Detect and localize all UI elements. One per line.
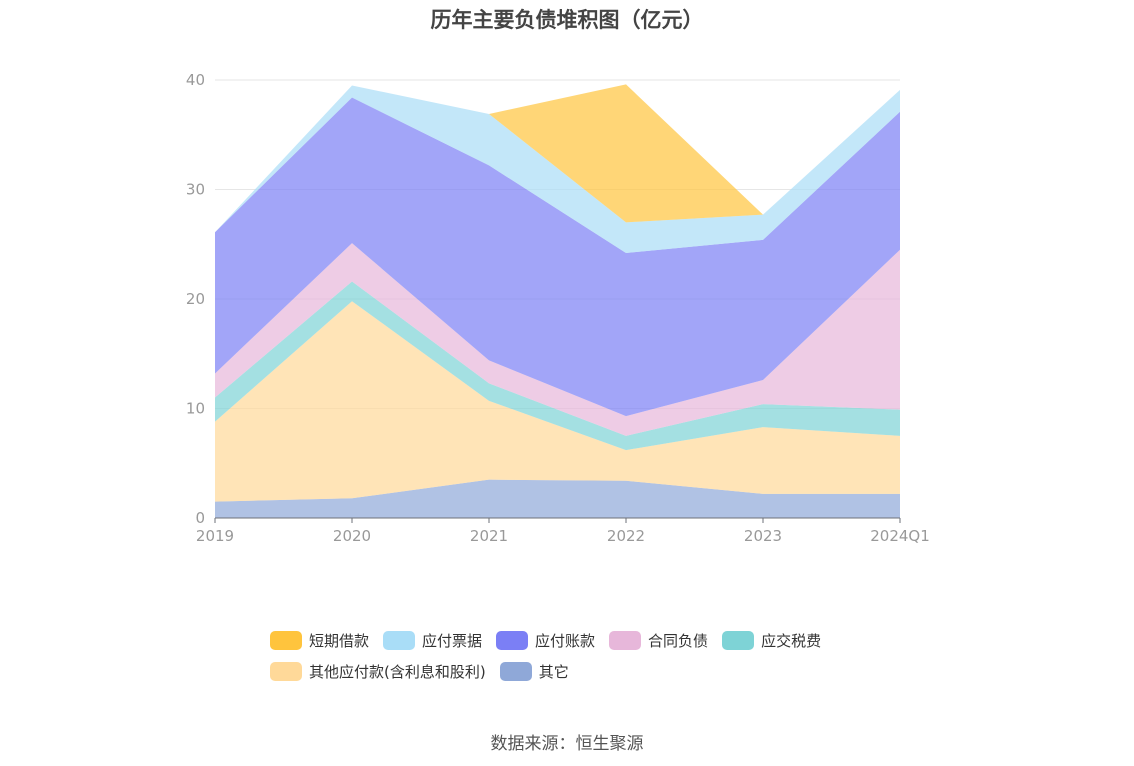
area-series-应付票据 bbox=[215, 85, 900, 254]
legend-label: 其他应付款(含利息和股利) bbox=[309, 663, 486, 681]
legend-swatch bbox=[496, 631, 529, 650]
chart-plot: 0 10 20 30 40 2019 2020 2021 2022 2023 2024Q1 bbox=[186, 71, 930, 545]
legend-item[interactable]: 应交税费 bbox=[722, 630, 821, 651]
legend-swatch bbox=[383, 631, 416, 650]
legend-swatch bbox=[270, 662, 302, 681]
legend-item[interactable]: 应付票据 bbox=[383, 630, 482, 651]
x-tick-label: 2021 bbox=[470, 527, 508, 545]
y-tick-label: 20 bbox=[186, 290, 205, 308]
area-series-应交税费 bbox=[215, 281, 900, 451]
area-series-应付账款 bbox=[215, 97, 900, 417]
legend-item[interactable]: 短期借款 bbox=[270, 630, 369, 651]
legend-label: 应付账款 bbox=[535, 632, 596, 650]
area-series-其他应付款(含利息和股利) bbox=[215, 301, 900, 502]
legend-swatch bbox=[499, 662, 532, 681]
chart-legend: 短期借款 应付票据 应付账款 合同负债 应交税费 其他应付款(含利息和股利) 其它 bbox=[270, 630, 870, 692]
data-source-note: 数据来源：恒生聚源 bbox=[490, 734, 644, 754]
chart-title: 历年主要负债堆积图（亿元） bbox=[430, 8, 704, 32]
x-tick-label: 2024Q1 bbox=[870, 527, 930, 545]
area-series-短期借款 bbox=[215, 84, 900, 233]
legend-item[interactable]: 合同负债 bbox=[609, 630, 708, 651]
y-tick-label: 10 bbox=[186, 400, 205, 418]
legend-label: 其它 bbox=[538, 663, 569, 681]
legend-label: 合同负债 bbox=[648, 632, 709, 650]
legend-swatch bbox=[270, 631, 302, 650]
legend-swatch bbox=[609, 631, 642, 650]
x-tick-label: 2022 bbox=[607, 527, 645, 545]
area-series-其它 bbox=[215, 479, 900, 518]
legend-item[interactable]: 其它 bbox=[499, 661, 569, 682]
legend-label: 短期借款 bbox=[309, 632, 370, 650]
legend-swatch bbox=[722, 631, 755, 650]
area-series-合同负债 bbox=[215, 243, 900, 436]
y-tick-label: 40 bbox=[186, 71, 205, 89]
x-tick-label: 2023 bbox=[744, 527, 782, 545]
legend-label: 应交税费 bbox=[761, 632, 822, 650]
x-tick-label: 2019 bbox=[196, 527, 234, 545]
legend-item[interactable]: 应付账款 bbox=[496, 630, 595, 651]
legend-label: 应付票据 bbox=[422, 632, 483, 650]
x-tick-label: 2020 bbox=[333, 527, 371, 545]
y-tick-label: 30 bbox=[186, 181, 205, 199]
legend-item[interactable]: 其他应付款(含利息和股利) bbox=[270, 661, 486, 682]
y-tick-label: 0 bbox=[195, 509, 205, 527]
